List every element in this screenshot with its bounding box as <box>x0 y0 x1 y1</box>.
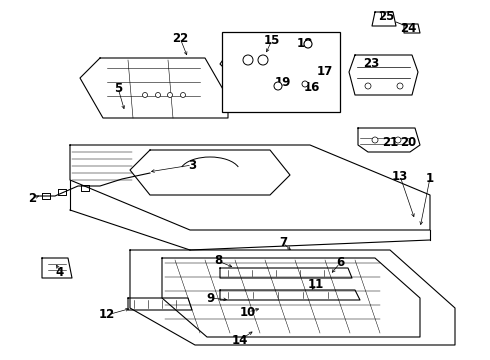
Circle shape <box>302 81 308 87</box>
Circle shape <box>395 137 401 143</box>
Text: 18: 18 <box>297 36 313 50</box>
Text: 25: 25 <box>378 9 394 23</box>
Text: 19: 19 <box>275 76 291 89</box>
Circle shape <box>168 93 172 98</box>
Text: 22: 22 <box>172 32 188 45</box>
Text: 8: 8 <box>214 255 222 267</box>
Text: 9: 9 <box>206 292 214 305</box>
Text: 24: 24 <box>400 22 416 35</box>
Text: 16: 16 <box>304 81 320 94</box>
Circle shape <box>365 83 371 89</box>
Circle shape <box>274 82 282 90</box>
Text: 13: 13 <box>392 170 408 183</box>
Text: 21: 21 <box>382 135 398 149</box>
Text: 3: 3 <box>188 158 196 171</box>
Text: 7: 7 <box>279 237 287 249</box>
Text: 11: 11 <box>308 278 324 291</box>
Bar <box>222 32 340 112</box>
Text: 6: 6 <box>336 256 344 270</box>
Circle shape <box>372 137 378 143</box>
Text: 14: 14 <box>232 333 248 346</box>
Text: 4: 4 <box>56 266 64 279</box>
Text: 1: 1 <box>426 171 434 185</box>
Text: 12: 12 <box>99 309 115 321</box>
Text: 20: 20 <box>400 135 416 149</box>
Circle shape <box>304 40 312 48</box>
Circle shape <box>180 93 186 98</box>
Text: 15: 15 <box>264 33 280 46</box>
Text: 5: 5 <box>114 81 122 95</box>
Text: 23: 23 <box>363 57 379 69</box>
Circle shape <box>243 55 253 65</box>
Text: 10: 10 <box>240 306 256 319</box>
Text: 2: 2 <box>28 192 36 204</box>
Circle shape <box>258 55 268 65</box>
Circle shape <box>143 93 147 98</box>
Circle shape <box>397 83 403 89</box>
Text: 17: 17 <box>317 64 333 77</box>
Circle shape <box>155 93 161 98</box>
